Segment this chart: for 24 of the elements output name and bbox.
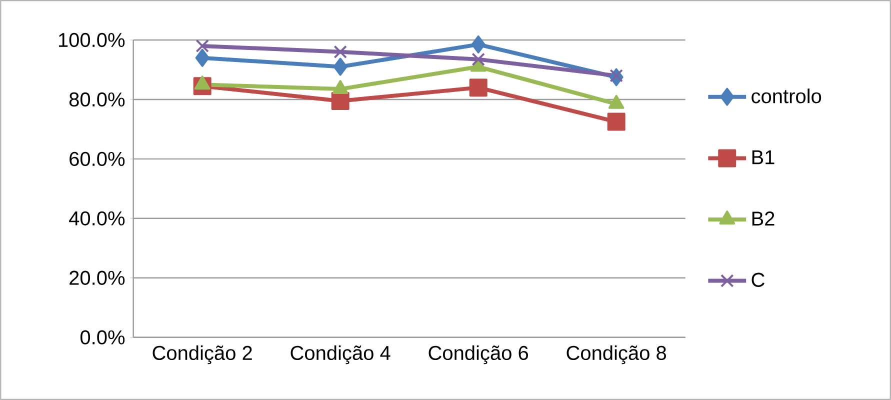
- x-tick-label: Condição 4: [290, 345, 390, 364]
- y-tick-label: 60.0%: [70, 152, 125, 166]
- y-tick-label: 100.0%: [58, 32, 125, 48]
- point: [471, 35, 486, 54]
- point: [333, 58, 348, 76]
- y-tick-label: 20.0%: [70, 270, 125, 285]
- y-tick-label: 0.0%: [80, 330, 125, 344]
- point: [472, 52, 485, 66]
- y-tick-label: 80.0%: [69, 92, 125, 107]
- legend-label: B1: [752, 150, 774, 164]
- point: [334, 45, 347, 59]
- point: [196, 39, 209, 53]
- y-tick-label: 40.0%: [69, 211, 125, 226]
- point: [195, 48, 210, 67]
- legend-label: controlo: [752, 88, 822, 104]
- legend-label: C: [752, 272, 764, 287]
- x-tick-label: Condição 8: [566, 345, 666, 364]
- point: [469, 78, 488, 97]
- point: [610, 69, 623, 82]
- legend-label: B2: [752, 211, 774, 226]
- point: [607, 112, 626, 131]
- x-tick-label: Condição 2: [152, 345, 252, 364]
- point: [331, 92, 350, 110]
- x-tick-label: Condição 6: [428, 345, 528, 364]
